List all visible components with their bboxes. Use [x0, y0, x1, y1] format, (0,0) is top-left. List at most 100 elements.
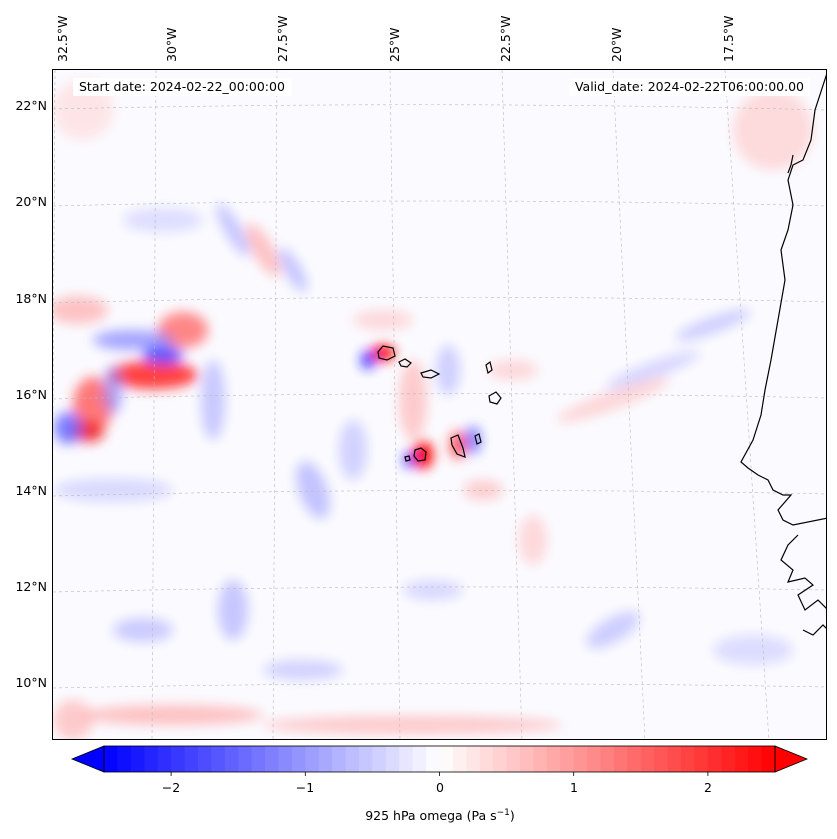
lon-label-27-5w: 27.5°W	[275, 15, 290, 62]
field-blob	[361, 351, 375, 369]
colorbar-cell	[613, 746, 628, 772]
field-blob	[216, 203, 250, 257]
colorbar-cell	[130, 746, 145, 772]
colorbar-cell	[332, 746, 347, 772]
field-blob	[605, 351, 701, 389]
field-blob	[675, 309, 751, 341]
field-blob	[218, 580, 248, 640]
lat-label-22n: 22°N	[15, 98, 47, 113]
field-blob	[403, 580, 463, 600]
colorbar-cell	[506, 746, 521, 772]
field-blob	[73, 377, 113, 433]
field-blob	[556, 377, 670, 423]
colorbar-tick-label: −1	[295, 780, 315, 795]
field-blob	[465, 426, 481, 454]
colorbar-cell	[385, 746, 400, 772]
lat-label-18n: 18°N	[15, 291, 47, 306]
field-blob	[586, 611, 640, 649]
field-blob	[488, 360, 538, 380]
africa-coast	[802, 624, 826, 636]
gridline-lat	[53, 393, 826, 400]
colorbar-cell	[278, 746, 293, 772]
lon-label-32-5w: 32.5°W	[55, 15, 70, 62]
colorbar-cell	[707, 746, 722, 772]
field-blob	[519, 515, 547, 565]
field-blob	[53, 478, 173, 502]
colorbar-cell	[305, 746, 320, 772]
colorbar-cell	[372, 746, 387, 772]
colorbar-cell	[171, 746, 186, 772]
lat-label-10n: 10°N	[15, 675, 47, 690]
colorbar-cell	[734, 746, 749, 772]
colorbar-cell	[546, 746, 561, 772]
colorbar-tick-label: 2	[704, 780, 712, 795]
colorbar-cell	[466, 746, 481, 772]
colorbar-cell	[627, 746, 642, 772]
colorbar-cell	[761, 746, 776, 772]
field-blob	[53, 296, 108, 324]
africa-coast	[780, 534, 826, 611]
colorbar-cell	[426, 746, 441, 772]
colorbar-cell	[721, 746, 736, 772]
gridline-lat	[53, 104, 826, 111]
omega-map: Start date: 2024-02-22_00:00:00 Valid_da…	[52, 69, 827, 740]
field-blob	[53, 700, 93, 739]
africa-coast	[787, 154, 794, 174]
colorbar-cell	[144, 746, 159, 772]
island-santiago	[450, 434, 466, 458]
island-boa-vista	[488, 391, 502, 405]
colorbar-cell	[157, 746, 172, 772]
lat-label-16n: 16°N	[15, 387, 47, 402]
coastline	[377, 74, 826, 636]
colorbar-cell	[640, 746, 655, 772]
gridline-lat	[53, 296, 826, 304]
colorbar-cell	[493, 746, 508, 772]
colorbar-cell	[291, 746, 306, 772]
colorbar-cell	[560, 746, 575, 772]
field-blob	[296, 461, 330, 519]
colorbar-tick-label: 1	[570, 780, 578, 795]
start-date-label: Start date: 2024-02-22_00:00:00	[73, 78, 291, 96]
colorbar-cell	[654, 746, 669, 772]
colorbar-ticks	[170, 772, 709, 776]
field-blob	[353, 310, 413, 330]
island-sal	[485, 360, 493, 375]
gridline-lon	[724, 70, 770, 739]
field-blob	[245, 223, 281, 277]
colorbar-cell	[600, 746, 615, 772]
colorbar-cell	[117, 746, 132, 772]
field-blob	[263, 660, 343, 680]
graticule	[53, 70, 826, 739]
colorbar-cell	[238, 746, 253, 772]
omega-field-svg	[53, 70, 826, 739]
field-blob	[93, 330, 173, 350]
colorbar-cell	[412, 746, 427, 772]
field-blob	[201, 360, 225, 440]
field-blob	[278, 247, 308, 293]
colorbar-tick-label: −2	[161, 780, 181, 795]
island-maio	[474, 433, 482, 445]
lat-label-12n: 12°N	[15, 579, 47, 594]
colorbar-extend-max	[774, 745, 809, 773]
colorbar-cell	[681, 746, 696, 772]
lon-label-20w: 20°W	[609, 27, 624, 62]
gridline-lon	[272, 70, 278, 739]
colorbar-cell	[197, 746, 212, 772]
gridline-lat	[53, 683, 826, 689]
field-blob	[371, 345, 395, 361]
valid-date-label: Valid_date: 2024-02-22T06:00:00.00	[568, 78, 810, 96]
gridline-lon	[501, 70, 523, 739]
colorbar-cell	[251, 746, 266, 772]
colorbar-frame	[103, 745, 776, 773]
island-brava	[404, 455, 411, 462]
lon-label-25w: 25°W	[387, 27, 402, 62]
island-santo-antao	[377, 345, 396, 361]
gridline-lat	[53, 200, 826, 207]
colorbar-cell	[748, 746, 763, 772]
colorbar-cell	[439, 746, 454, 772]
island-fogo	[413, 447, 427, 462]
colorbar-cell	[358, 746, 373, 772]
gridline-lat	[53, 490, 826, 497]
field-blob	[436, 345, 460, 395]
colorbar-cell	[345, 746, 360, 772]
